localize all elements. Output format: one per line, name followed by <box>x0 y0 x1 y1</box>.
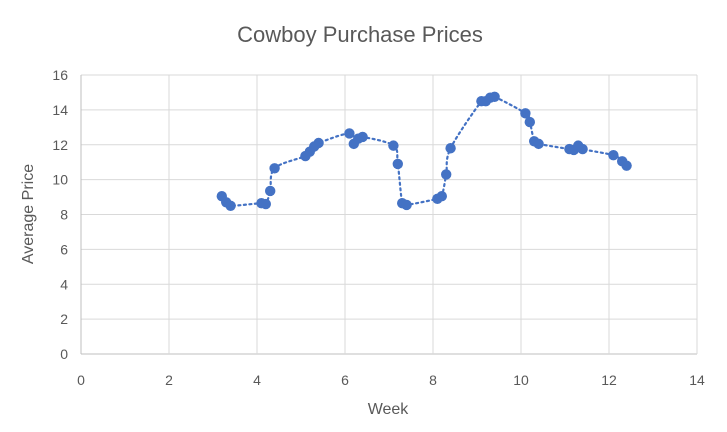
data-point <box>489 91 500 102</box>
data-point <box>520 108 531 119</box>
y-tick-label: 4 <box>60 276 68 292</box>
x-tick-label: 8 <box>429 372 437 388</box>
x-tick-label: 6 <box>341 372 349 388</box>
y-tick-label: 0 <box>60 346 68 362</box>
x-tick-label: 10 <box>513 372 529 388</box>
data-point <box>265 185 276 197</box>
y-tick-label: 6 <box>60 241 68 257</box>
data-point <box>533 138 544 150</box>
data-point <box>357 131 368 143</box>
data-point <box>269 163 280 174</box>
data-point <box>260 198 271 210</box>
gridlines <box>80 74 698 355</box>
x-axis-title: Week <box>368 401 410 418</box>
x-tick-label: 14 <box>689 372 705 388</box>
data-point <box>436 190 447 202</box>
data-points <box>216 91 632 211</box>
y-tick-label: 16 <box>52 67 68 83</box>
y-tick-label: 12 <box>52 137 68 153</box>
y-axis-title: Average Price <box>20 164 37 264</box>
x-tick-label: 4 <box>253 372 261 388</box>
data-point <box>344 128 355 139</box>
data-point <box>577 143 588 155</box>
x-tick-label: 2 <box>165 372 173 388</box>
data-point <box>445 143 456 154</box>
data-point <box>608 150 619 161</box>
y-tick-label: 2 <box>60 311 68 327</box>
x-tick-label: 12 <box>601 372 617 388</box>
y-tick-label: 14 <box>52 102 68 118</box>
data-point <box>392 158 403 170</box>
y-tick-label: 10 <box>52 172 68 188</box>
data-point <box>225 200 236 211</box>
tick-labels: 0 2 4 6 8 10 12 14 16 0 2 4 6 8 10 12 14 <box>52 67 705 388</box>
data-point <box>401 199 412 211</box>
y-tick-label: 8 <box>60 207 68 223</box>
chart-title: Cowboy Purchase Prices <box>237 22 483 47</box>
data-point <box>313 137 324 149</box>
x-tick-label: 0 <box>77 372 85 388</box>
data-point <box>388 140 399 151</box>
data-point <box>621 160 632 171</box>
data-point <box>524 116 535 128</box>
data-point <box>441 169 452 180</box>
